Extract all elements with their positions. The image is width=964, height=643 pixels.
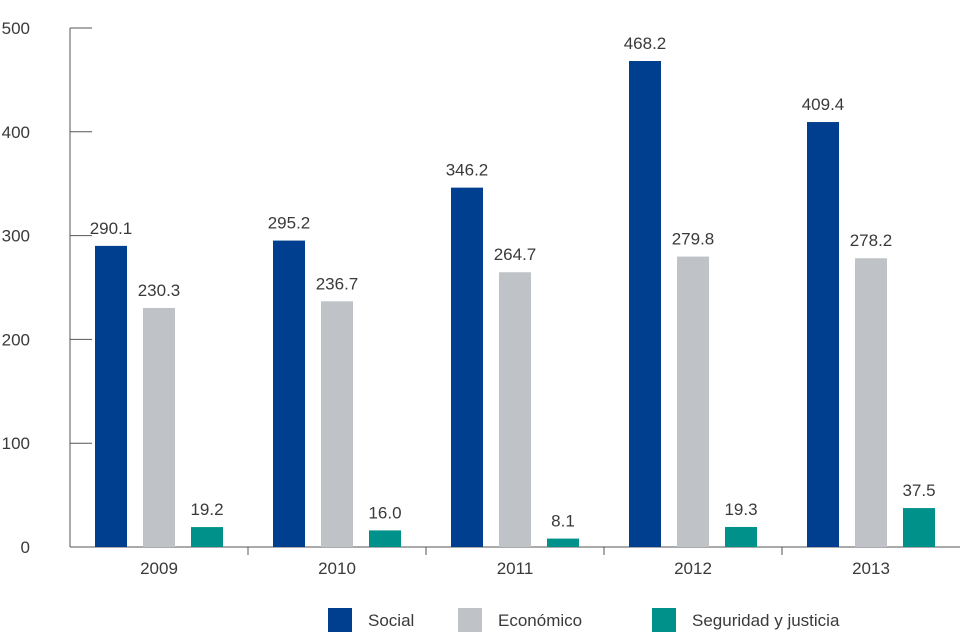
bar-económico-2013 bbox=[855, 258, 887, 547]
data-label: 236.7 bbox=[316, 274, 359, 293]
chart-bars bbox=[95, 61, 935, 548]
x-tick-label: 2013 bbox=[852, 559, 890, 578]
legend-swatch bbox=[652, 608, 676, 632]
x-tick-label: 2011 bbox=[497, 559, 534, 578]
data-label: 264.7 bbox=[494, 245, 537, 264]
bar-económico-2012 bbox=[677, 256, 709, 547]
legend-swatch bbox=[458, 608, 482, 632]
bar-social-2012 bbox=[629, 61, 661, 548]
y-tick-label: 400 bbox=[2, 123, 30, 142]
bar-seguridad-y-justicia-2013 bbox=[903, 508, 935, 547]
bar-seguridad-y-justicia-2010 bbox=[369, 530, 401, 547]
data-label: 37.5 bbox=[902, 481, 935, 500]
x-tick-label: 2009 bbox=[140, 559, 178, 578]
bar-económico-2011 bbox=[499, 272, 531, 547]
bar-seguridad-y-justicia-2012 bbox=[725, 526, 757, 547]
data-label: 295.2 bbox=[268, 214, 311, 233]
y-tick-label: 200 bbox=[2, 330, 30, 349]
legend-label: Seguridad y justicia bbox=[692, 611, 840, 630]
data-label: 290.1 bbox=[90, 219, 133, 238]
y-tick-label: 500 bbox=[2, 19, 30, 38]
bar-social-2013 bbox=[807, 122, 839, 548]
x-axis-ticks: 2009 2010 2011 2012 2013 bbox=[140, 559, 890, 578]
data-label: 8.1 bbox=[551, 512, 575, 531]
x-tick-label: 2012 bbox=[674, 559, 712, 578]
legend-swatch bbox=[328, 608, 352, 632]
y-tick-label: 100 bbox=[2, 434, 30, 453]
data-label: 409.4 bbox=[802, 95, 845, 114]
data-label: 278.2 bbox=[850, 231, 893, 250]
chart-legend: Social Económico Seguridad y justicia bbox=[328, 608, 840, 632]
bar-económico-2009 bbox=[143, 307, 175, 547]
bar-seguridad-y-justicia-2011 bbox=[547, 538, 579, 547]
data-label: 19.3 bbox=[724, 500, 757, 519]
bar-social-2011 bbox=[451, 187, 483, 547]
data-label: 16.0 bbox=[368, 503, 401, 522]
y-tick-label: 300 bbox=[2, 227, 30, 246]
data-label: 230.3 bbox=[138, 281, 181, 300]
data-label: 468.2 bbox=[624, 34, 667, 53]
bar-social-2010 bbox=[273, 240, 305, 547]
data-labels: 290.1 230.3 19.2 295.2 236.7 16.0 346.2 264.7 8.… bbox=[90, 34, 936, 531]
y-axis-ticks: 0 100 200 300 400 500 bbox=[2, 19, 92, 557]
bar-económico-2010 bbox=[321, 301, 353, 547]
legend-label: Social bbox=[368, 611, 414, 630]
x-tick-label: 2010 bbox=[318, 559, 356, 578]
data-label: 346.2 bbox=[446, 161, 489, 180]
bar-seguridad-y-justicia-2009 bbox=[191, 527, 223, 547]
legend-label: Económico bbox=[498, 611, 582, 630]
y-tick-label: 0 bbox=[21, 538, 30, 557]
bar-social-2009 bbox=[95, 245, 127, 547]
data-label: 279.8 bbox=[672, 230, 715, 249]
data-label: 19.2 bbox=[190, 500, 223, 519]
